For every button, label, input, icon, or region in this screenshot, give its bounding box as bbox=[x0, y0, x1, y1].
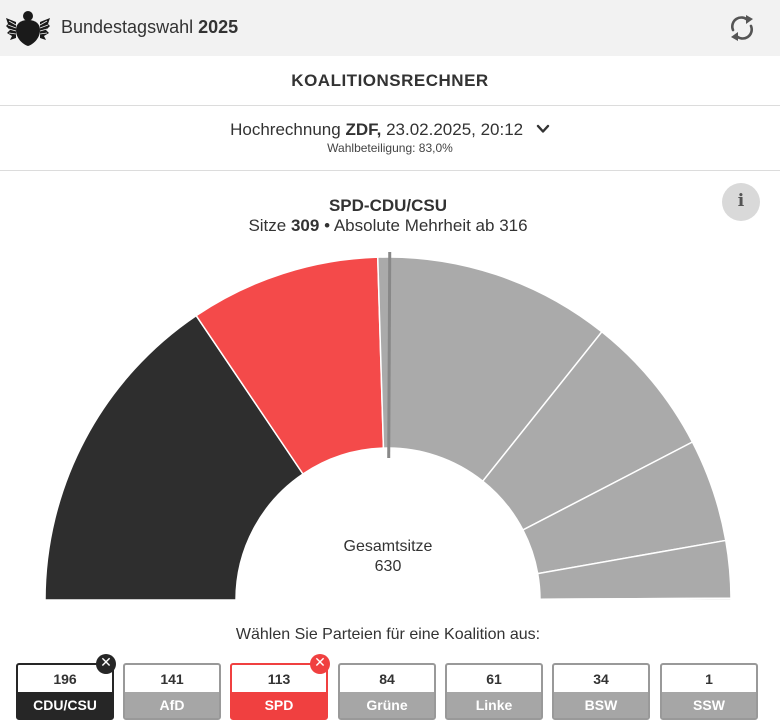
projection-datetime: 23.02.2025, 20:12 bbox=[386, 120, 524, 139]
app-title: Bundestagswahl 2025 bbox=[61, 17, 238, 38]
seat-distribution-chart bbox=[44, 251, 732, 601]
turnout-text: Wahlbeteiligung: 83,0% bbox=[327, 141, 453, 155]
party-name: BSW bbox=[554, 692, 648, 718]
close-icon[interactable]: ✕ bbox=[310, 654, 330, 674]
bundesadler-icon bbox=[6, 11, 50, 46]
seat-segment-afd bbox=[376, 256, 603, 483]
party-button-linke[interactable]: 61 Linke bbox=[445, 663, 543, 720]
projection-prefix: Hochrechnung bbox=[230, 120, 341, 139]
app-title-prefix: Bundestagswahl bbox=[61, 17, 194, 37]
majority-line bbox=[387, 251, 392, 459]
coalition-name: SPD-CDU/CSU bbox=[328, 196, 448, 215]
close-icon[interactable]: ✕ bbox=[96, 654, 116, 674]
total-seats-caption: Gesamtsitze bbox=[343, 538, 433, 555]
party-button-bsw[interactable]: 34 BSW bbox=[552, 663, 650, 720]
party-seats: 34 bbox=[593, 671, 609, 687]
party-name: AfD bbox=[125, 692, 219, 718]
party-select-prompt: Wählen Sie Parteien für eine Koalition a… bbox=[235, 626, 541, 643]
projection-source: ZDF, bbox=[345, 120, 382, 139]
party-button-gruene[interactable]: 84 Grüne bbox=[338, 663, 436, 720]
info-button[interactable]: i bbox=[722, 183, 760, 221]
seats-prefix: Sitze bbox=[248, 216, 287, 235]
projection-selector[interactable]: Hochrechnung ZDF, 23.02.2025, 20:12 Wahl… bbox=[0, 107, 780, 171]
majority-text: • Absolute Mehrheit ab 316 bbox=[324, 216, 528, 235]
party-button-cdu-csu[interactable]: 196 CDU/CSU ✕ bbox=[16, 654, 116, 720]
seat-segment-ssw bbox=[539, 597, 732, 601]
app-header: Bundestagswahl 2025 bbox=[0, 0, 780, 56]
refresh-icon[interactable] bbox=[724, 10, 760, 46]
section-title: KOALITIONSRECHNER bbox=[0, 56, 780, 106]
party-seats: 141 bbox=[160, 671, 184, 687]
party-name: CDU/CSU bbox=[18, 692, 112, 718]
seats-value: 309 bbox=[290, 216, 320, 235]
party-seats: 84 bbox=[379, 671, 395, 687]
total-seats-label: Gesamtsitze 630 bbox=[288, 537, 488, 577]
total-seats-value: 630 bbox=[374, 558, 402, 575]
party-seats: 61 bbox=[486, 671, 502, 687]
coalition-seats: Sitze 309 • Absolute Mehrheit ab 316 bbox=[0, 216, 776, 236]
party-name: Grüne bbox=[340, 692, 434, 718]
party-button-afd[interactable]: 141 AfD bbox=[123, 663, 221, 720]
party-button-ssw[interactable]: 1 SSW bbox=[660, 663, 758, 720]
party-name: SSW bbox=[662, 692, 756, 718]
projection-line: Hochrechnung ZDF, 23.02.2025, 20:12 bbox=[0, 120, 780, 140]
party-seats: 1 bbox=[705, 671, 713, 687]
party-name: Linke bbox=[447, 692, 541, 718]
party-seats: 113 bbox=[267, 671, 291, 687]
chevron-down-icon[interactable] bbox=[536, 122, 550, 136]
app-title-year: 2025 bbox=[198, 17, 239, 37]
party-button-spd[interactable]: 113 SPD ✕ bbox=[230, 654, 330, 720]
party-seats: 196 bbox=[53, 671, 77, 687]
party-name: SPD bbox=[232, 692, 326, 718]
seat-segment-cdu-csu bbox=[44, 314, 305, 601]
